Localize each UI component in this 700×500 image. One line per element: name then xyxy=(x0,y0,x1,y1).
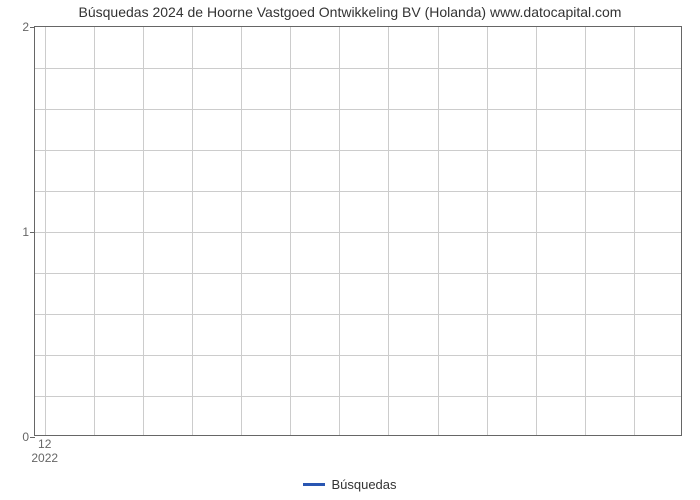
x-tick-label: 12 xyxy=(38,437,51,451)
x-tick-sublabel: 2022 xyxy=(31,451,58,465)
y-tick-mark xyxy=(30,27,35,28)
gridline-vertical xyxy=(290,27,291,435)
plot-area: 012122022 xyxy=(34,26,682,436)
y-tick-label: 1 xyxy=(22,225,29,239)
gridline-vertical xyxy=(388,27,389,435)
gridline-vertical xyxy=(487,27,488,435)
gridline-vertical xyxy=(143,27,144,435)
gridline-vertical xyxy=(339,27,340,435)
gridline-vertical xyxy=(241,27,242,435)
gridline-vertical xyxy=(45,27,46,435)
legend: Búsquedas xyxy=(0,476,700,492)
gridline-vertical xyxy=(536,27,537,435)
chart-container: Búsquedas 2024 de Hoorne Vastgoed Ontwik… xyxy=(0,0,700,500)
gridline-vertical xyxy=(438,27,439,435)
gridline-vertical xyxy=(585,27,586,435)
gridline-vertical xyxy=(94,27,95,435)
legend-swatch xyxy=(303,483,325,486)
y-tick-label: 2 xyxy=(22,20,29,34)
chart-title: Búsquedas 2024 de Hoorne Vastgoed Ontwik… xyxy=(0,4,700,20)
legend-label: Búsquedas xyxy=(331,477,396,492)
y-tick-mark xyxy=(30,232,35,233)
gridline-vertical xyxy=(634,27,635,435)
y-tick-mark xyxy=(30,437,35,438)
y-tick-label: 0 xyxy=(22,430,29,444)
gridline-vertical xyxy=(192,27,193,435)
